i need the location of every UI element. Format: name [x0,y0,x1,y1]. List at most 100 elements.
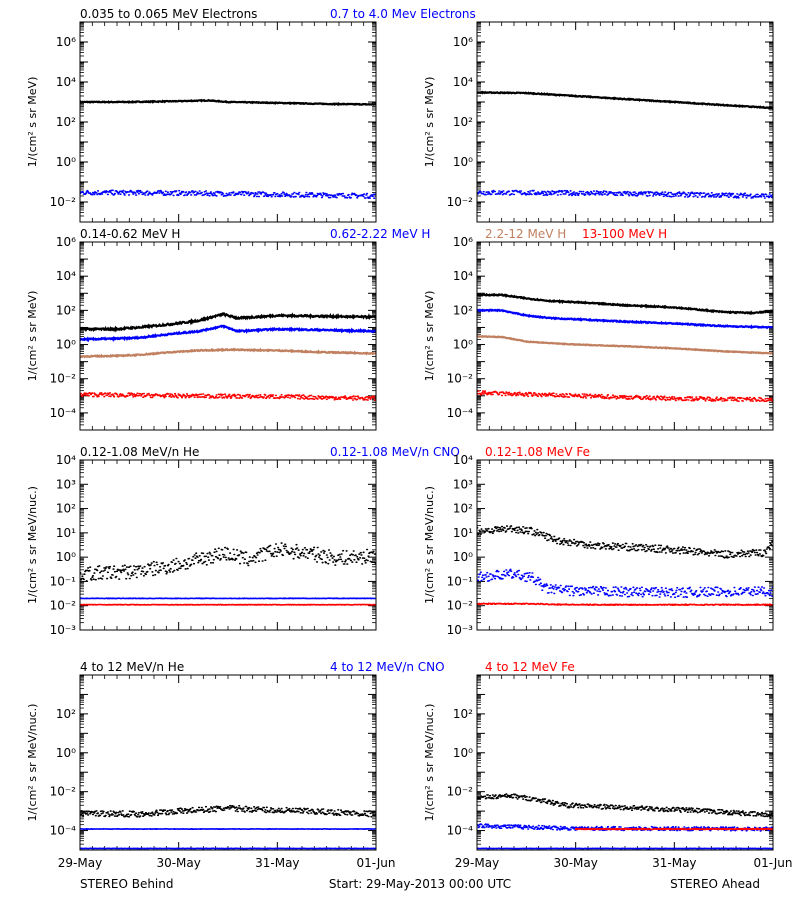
y-tick-label: 10² [453,303,473,317]
panel-2-0: 0.12-1.08 MeV/n He 0.12-1.08 MeV/n CNO 0.1… [26,445,590,637]
data-series [80,324,376,343]
y-tick-label: 10⁰ [453,338,473,352]
y-tick-label: 10² [453,115,473,129]
panels: 0.035 to 0.065 MeV Electrons 0.7 to 4.0 M… [26,7,793,870]
y-tick-label: 10⁻³ [447,623,474,637]
y-axis-label: 1/(cm² s sr MeV/nuc.) [26,704,39,822]
x-tick-label: 01-Jun [753,856,792,870]
y-tick-label: 10⁴ [453,453,473,467]
y-tick-label: 10⁻³ [50,623,77,637]
x-tick-label: 29-May [455,856,499,870]
data-series [477,189,773,199]
y-tick-label: 10³ [56,477,76,491]
y-tick-label: 10⁻⁴ [50,824,77,838]
series-group [80,804,376,850]
panel-title-segment: 4 to 12 MeV/n CNO [330,660,445,674]
data-series [477,90,773,110]
data-series [80,603,376,606]
x-tick-label: 31-May [255,856,299,870]
x-tick-label: 31-May [652,856,696,870]
y-tick-label: 10⁰ [453,550,473,564]
panel-0-1: 1/(cm² s sr MeV) 10⁻² 10⁰ 10² 10⁴ 10⁶ [423,21,774,223]
series-group [477,793,773,850]
plot-frame [476,241,774,431]
footer-center-label: Start: 29-May-2013 00:00 UTC [329,877,511,891]
panel-title-segment: 4 to 12 MeV Fe [485,660,575,674]
series-group [80,311,376,401]
y-axis-label: 1/(cm² s sr MeV) [26,77,39,168]
y-tick-label: 10⁰ [453,746,473,760]
y-tick-label: 10⁻² [447,785,474,799]
panel-title-segment: 13-100 MeV H [582,227,667,241]
series-group [477,292,773,403]
plot-frame [79,674,377,851]
y-tick-label: 10⁻² [447,372,474,386]
y-tick-label: 10⁰ [453,155,473,169]
y-tick-label: 10⁴ [453,75,473,89]
y-tick-label: 10¹ [56,526,76,540]
y-tick-label: 10⁻² [447,599,474,613]
y-axis-label: 1/(cm² s sr MeV/nuc.) [423,704,436,822]
footer-left-label: STEREO Behind [80,877,174,891]
y-tick-label: 10⁴ [453,269,473,283]
y-tick-label: 10⁻² [50,599,77,613]
plot-frame [476,21,774,223]
panel-title-segment: 0.12-1.08 MeV/n He [80,445,199,459]
plot-frame [79,241,377,431]
y-tick-label: 10⁶ [453,35,473,49]
panel-1-0: 0.14-0.62 MeV H 0.62-2.22 MeV H 2.2-12 MeV… [26,227,667,431]
x-tick-label: 01-Jun [356,856,395,870]
panel-1-1: 1/(cm² s sr MeV) 10⁻⁴ 10⁻² 10⁰ 10² 10⁴ 10⁶ [423,235,774,431]
panel-title-segment: 0.14-0.62 MeV H [80,227,180,241]
panel-3-1: 1/(cm² s sr MeV/nuc.) 10⁻⁴ 10⁻² 10⁰ 10² 29-Ma… [423,674,793,870]
x-tick-label: 29-May [58,856,102,870]
panel-title-segment: 4 to 12 MeV/n He [80,660,184,674]
plot-frame [476,459,774,631]
x-tick-label: 30-May [156,856,200,870]
data-series [80,392,376,401]
y-tick-label: 10⁻¹ [50,574,77,588]
y-tick-label: 10² [56,115,76,129]
y-tick-label: 10⁶ [56,35,76,49]
x-tick-label: 30-May [553,856,597,870]
y-axis-label: 1/(cm² s sr MeV) [423,77,436,168]
data-series [80,98,376,107]
data-series [574,827,773,831]
y-axis-label: 1/(cm² s sr MeV/nuc.) [26,486,39,604]
data-series [477,568,773,599]
y-tick-label: 10² [56,707,76,721]
y-tick-label: 10⁻⁴ [50,406,77,420]
panel-title-segment: 0.62-2.22 MeV H [330,227,430,241]
data-series [80,189,376,199]
data-series [477,793,773,819]
y-tick-label: 10⁻⁴ [447,824,474,838]
panel-2-1: 1/(cm² s sr MeV/nuc.) 10⁻³ 10⁻² 10⁻¹ 10⁰ 10¹ 1… [423,453,774,637]
plot-frame [79,21,377,223]
y-tick-label: 10² [453,707,473,721]
y-tick-label: 10⁻⁴ [447,406,474,420]
y-axis-label: 1/(cm² s sr MeV) [26,291,39,382]
y-axis-label: 1/(cm² s sr MeV) [423,291,436,382]
panel-title-segment: 0.12-1.08 MeV Fe [485,445,590,459]
panel-3-0: 4 to 12 MeV/n He 4 to 12 MeV/n CNO 4 to 12… [26,660,575,870]
y-tick-label: 10² [56,502,76,516]
y-tick-label: 10⁰ [56,155,76,169]
data-series [477,525,773,559]
y-tick-label: 10¹ [453,526,473,540]
y-tick-label: 10⁻² [50,195,77,209]
y-tick-label: 10⁶ [56,235,76,249]
data-series [80,804,376,818]
panel-0-0: 0.035 to 0.065 MeV Electrons 0.7 to 4.0 M… [26,7,476,223]
plot-frame [476,674,774,851]
y-tick-label: 10⁴ [56,453,76,467]
y-tick-label: 10³ [453,477,473,491]
panel-title-segment: 0.7 to 4.0 Mev Electrons [330,7,476,21]
y-tick-label: 10⁰ [56,550,76,564]
data-series [477,308,773,330]
data-series [477,335,773,355]
y-tick-label: 10⁴ [56,269,76,283]
data-series [477,390,773,403]
y-tick-label: 10⁶ [453,235,473,249]
y-tick-label: 10⁰ [56,746,76,760]
data-series [477,292,773,316]
